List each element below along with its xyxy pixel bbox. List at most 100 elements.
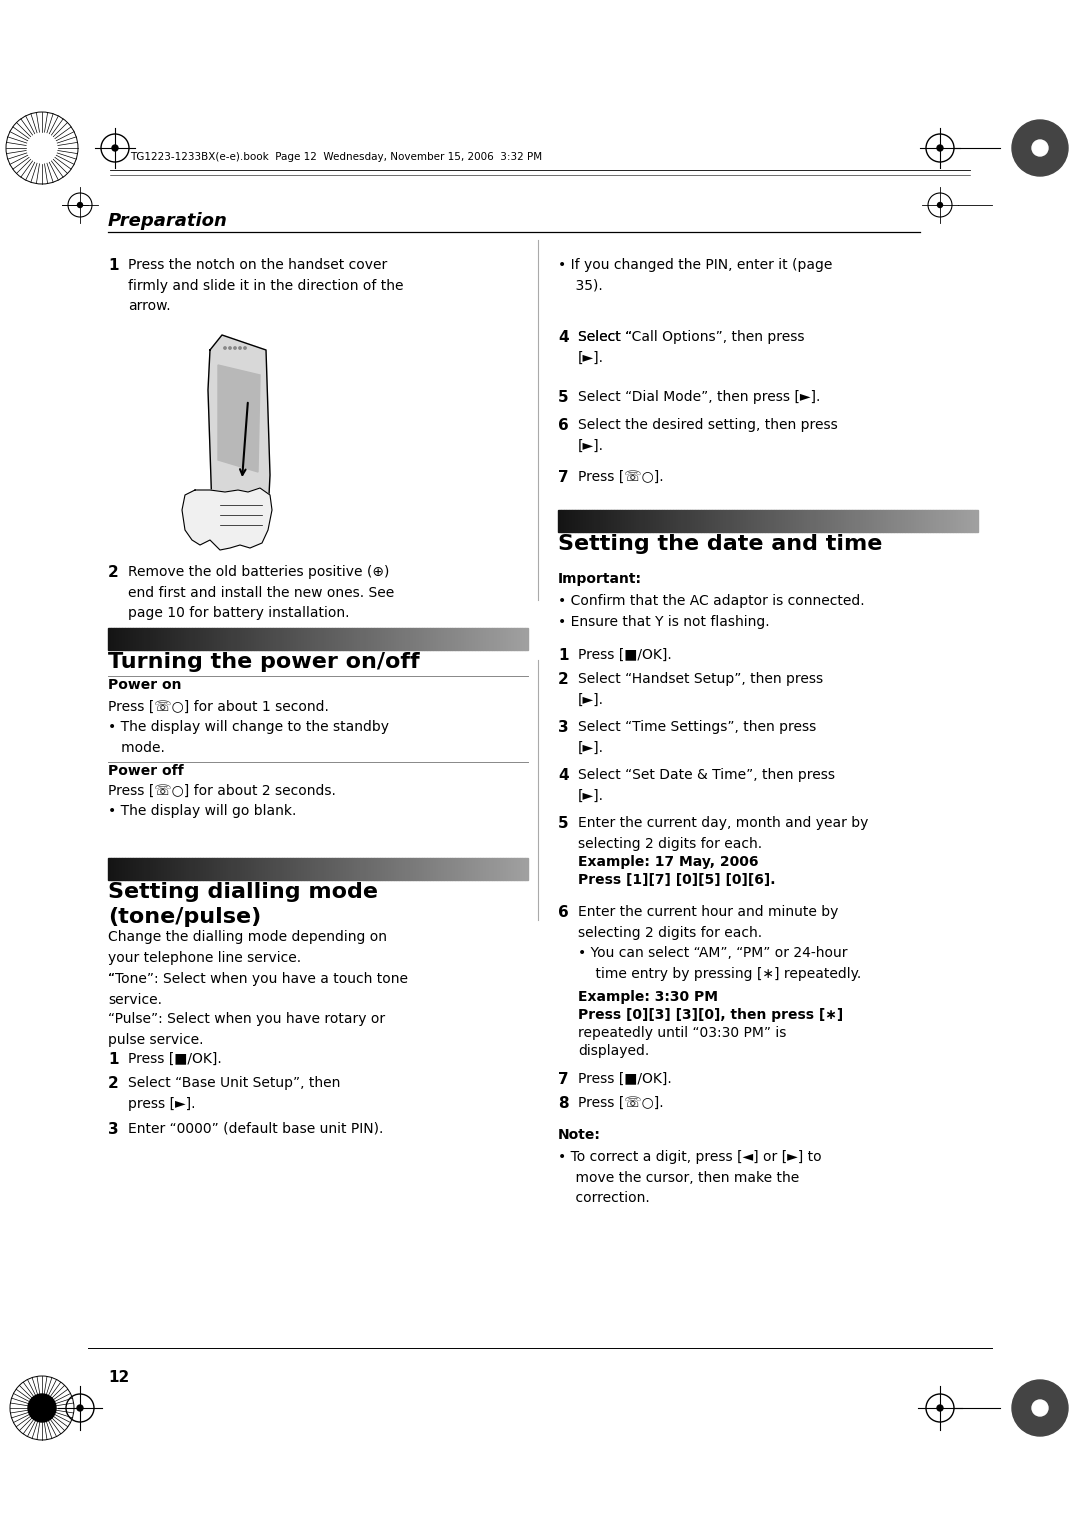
Text: Change the dialling mode depending on
your telephone line service.: Change the dialling mode depending on yo… <box>108 931 387 964</box>
Bar <box>363 859 366 880</box>
Bar <box>511 859 514 880</box>
Bar <box>754 510 757 532</box>
Text: • Confirm that the AC adaptor is connected.: • Confirm that the AC adaptor is connect… <box>558 594 865 608</box>
Bar <box>880 510 882 532</box>
Bar <box>152 859 156 880</box>
Bar <box>234 859 237 880</box>
Bar <box>119 859 122 880</box>
Text: 3: 3 <box>558 720 569 735</box>
Text: 4: 4 <box>558 330 569 345</box>
Bar <box>125 628 127 649</box>
Bar <box>382 628 386 649</box>
Bar <box>296 628 298 649</box>
Bar <box>639 510 642 532</box>
Text: Enter the current hour and minute by
selecting 2 digits for each.: Enter the current hour and minute by sel… <box>578 905 838 940</box>
Bar <box>136 859 139 880</box>
Bar <box>352 628 354 649</box>
Bar <box>866 510 868 532</box>
Bar <box>291 859 293 880</box>
Bar <box>500 859 503 880</box>
Bar <box>572 510 575 532</box>
Bar <box>849 510 852 532</box>
Bar <box>580 510 583 532</box>
Bar <box>119 628 122 649</box>
Bar <box>194 628 198 649</box>
Bar <box>194 859 198 880</box>
Text: Enter “0000” (default base unit PIN).: Enter “0000” (default base unit PIN). <box>129 1122 383 1135</box>
Bar <box>491 628 495 649</box>
Bar <box>684 510 687 532</box>
Bar <box>455 859 458 880</box>
Bar <box>469 628 472 649</box>
Bar <box>386 859 388 880</box>
Bar <box>517 859 519 880</box>
Bar <box>659 510 662 532</box>
Bar <box>256 628 259 649</box>
Bar <box>234 628 237 649</box>
Bar <box>489 859 491 880</box>
Bar <box>131 859 133 880</box>
Bar <box>416 628 419 649</box>
Bar <box>877 510 880 532</box>
Bar <box>307 859 310 880</box>
Bar <box>889 510 891 532</box>
Bar <box>312 859 315 880</box>
Bar <box>145 859 147 880</box>
Bar <box>597 510 600 532</box>
Bar <box>430 859 433 880</box>
Bar <box>861 510 863 532</box>
Text: Power off: Power off <box>108 764 184 778</box>
Text: • You can select “AM”, “PM” or 24-hour
    time entry by pressing [∗] repeatedly: • You can select “AM”, “PM” or 24-hour t… <box>578 946 861 981</box>
Bar <box>421 628 424 649</box>
Bar <box>748 510 752 532</box>
Bar <box>136 628 139 649</box>
Bar <box>421 859 424 880</box>
Bar <box>217 859 220 880</box>
Bar <box>843 510 847 532</box>
Bar <box>287 628 291 649</box>
Bar <box>217 628 220 649</box>
Text: Select “Set Date & Time”, then press
[►].: Select “Set Date & Time”, then press [►]… <box>578 769 835 802</box>
Text: Press [0][3] [3][0], then press [∗]: Press [0][3] [3][0], then press [∗] <box>578 1008 843 1022</box>
Text: 6: 6 <box>558 419 569 432</box>
Bar <box>782 510 785 532</box>
Bar <box>279 628 282 649</box>
Bar <box>282 859 284 880</box>
Bar <box>634 510 636 532</box>
Bar <box>352 859 354 880</box>
Bar <box>133 628 136 649</box>
Bar <box>726 510 729 532</box>
Bar <box>648 510 650 532</box>
Text: “Pulse”: Select when you have rotary or
pulse service.: “Pulse”: Select when you have rotary or … <box>108 1012 386 1047</box>
Bar <box>442 628 444 649</box>
Bar <box>366 628 368 649</box>
Bar <box>438 628 442 649</box>
Bar <box>483 859 486 880</box>
Bar <box>438 859 442 880</box>
Bar <box>583 510 586 532</box>
Bar <box>489 628 491 649</box>
Text: 1: 1 <box>108 258 119 274</box>
Text: Select “Base Unit Setup”, then
press [►].: Select “Base Unit Setup”, then press [►]… <box>129 1076 340 1111</box>
Bar <box>858 510 861 532</box>
Bar <box>606 510 608 532</box>
Bar <box>228 628 231 649</box>
Circle shape <box>224 347 226 350</box>
Bar <box>346 628 349 649</box>
Polygon shape <box>183 487 272 550</box>
Bar <box>503 859 505 880</box>
Bar <box>953 510 956 532</box>
Text: Turning the power on/off: Turning the power on/off <box>108 652 420 672</box>
Bar <box>170 628 173 649</box>
Bar <box>318 859 321 880</box>
Text: • If you changed the PIN, enter it (page
    35).: • If you changed the PIN, enter it (page… <box>558 258 833 292</box>
Bar <box>944 510 947 532</box>
Bar <box>248 628 251 649</box>
Bar <box>435 628 438 649</box>
Bar <box>393 628 396 649</box>
Bar <box>208 859 212 880</box>
Bar <box>486 628 489 649</box>
Bar <box>113 859 117 880</box>
Bar <box>184 859 187 880</box>
Text: Select “: Select “ <box>578 330 632 344</box>
